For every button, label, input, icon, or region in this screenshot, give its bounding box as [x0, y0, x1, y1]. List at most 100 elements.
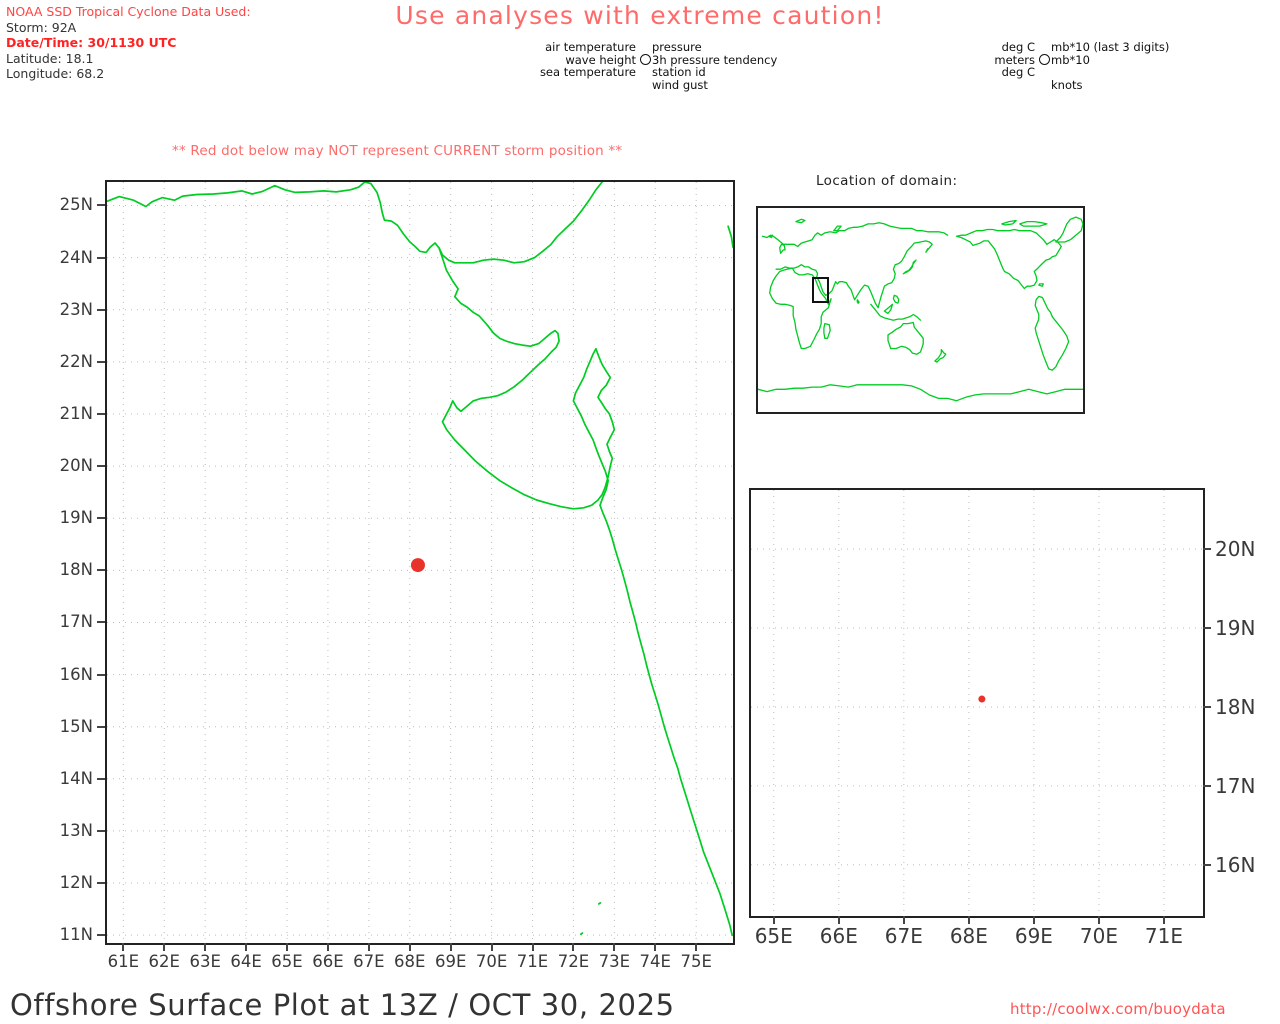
legend-row: wave height 3h pressure tendency — [524, 52, 778, 67]
world-map-canvas — [758, 216, 1083, 402]
main-map-ytick-label: 12N — [59, 873, 93, 893]
storm-latitude: Latitude: 18.1 — [6, 50, 94, 66]
legend-field-names: air temperature pressure wave height 3h … — [524, 41, 777, 91]
legend-glyph-slot — [638, 66, 652, 79]
main-map-xtick-label: 68E — [394, 952, 426, 971]
main-map-ytick — [97, 777, 105, 780]
main-map-ytick — [97, 621, 105, 624]
legend-units-row: knots — [985, 79, 1169, 92]
legend-unit-left: deg C — [1001, 65, 1035, 80]
main-map-ytick — [97, 360, 105, 363]
main-map-xtick-label: 67E — [353, 952, 385, 971]
main-map-xtick-label: 72E — [557, 952, 590, 971]
storm-datetime: Date/Time: 30/1130 UTC — [6, 35, 177, 51]
main-map-xtick-label: 75E — [680, 952, 712, 971]
noaa-source-line: NOAA SSD Tropical Cyclone Data Used: — [6, 4, 251, 19]
zoom-map-xtick-label: 67E — [884, 924, 923, 948]
legend-field-left — [524, 79, 638, 92]
main-map-xtick-label: 63E — [189, 952, 221, 971]
main-map-ytick — [97, 569, 105, 572]
legend-glyph-slot — [1037, 66, 1051, 79]
main-map-xtick-label: 74E — [639, 952, 671, 971]
main-map-ytick — [97, 204, 105, 207]
world-inset-panel — [756, 206, 1085, 414]
main-map-xtick-label: 71E — [516, 952, 549, 971]
domain-extent-box — [812, 277, 829, 303]
main-map-ytick-label: 16N — [59, 664, 93, 684]
source-url-link[interactable]: http://coolwx.com/buoydata — [1010, 1000, 1226, 1018]
main-map-ytick — [97, 465, 105, 468]
zoom-map-ytick-label: 19N — [1215, 616, 1256, 641]
legend-glyph-slot — [1037, 41, 1051, 54]
main-map-ytick — [97, 829, 105, 832]
legend-glyph-slot — [1037, 79, 1051, 92]
storm-info-block: NOAA SSD Tropical Cyclone Data Used: Sto… — [6, 4, 251, 82]
zoom-map-ytick-label: 20N — [1215, 537, 1256, 562]
station-circle-icon — [639, 53, 651, 65]
legend-field-right: 3h pressure tendency — [652, 52, 778, 67]
legend-glyph-slot — [638, 53, 652, 67]
legend-units-row: meters mb*10 — [985, 52, 1169, 67]
main-map-ytick-label: 25N — [59, 195, 93, 215]
main-map-ytick-label: 11N — [59, 925, 93, 945]
station-circle-icon — [1038, 53, 1050, 65]
legend-unit-left — [985, 79, 1037, 92]
main-map-ytick — [97, 725, 105, 728]
main-map-ytick — [97, 256, 105, 259]
legend-glyph-slot — [638, 79, 652, 92]
legend-row: sea temperature station id — [524, 66, 777, 79]
caution-headline: Use analyses with extreme caution! — [395, 1, 885, 30]
main-map-ytick-label: 15N — [59, 716, 93, 736]
main-map-ytick-label: 23N — [59, 299, 93, 319]
legend-units-row: deg C mb*10 (last 3 digits) — [985, 40, 1170, 54]
main-map-ytick-label: 17N — [59, 612, 93, 632]
legend-unit-left: deg C — [1001, 40, 1035, 54]
legend-units: deg C mb*10 (last 3 digits) meters mb*10… — [985, 41, 1169, 91]
legend-units-row: deg C — [985, 66, 1169, 79]
main-map-ytick-label: 19N — [59, 508, 93, 528]
zoom-map-panel[interactable] — [749, 488, 1205, 918]
zoom-map-xtick-label: 71E — [1144, 924, 1184, 948]
main-map-ytick — [97, 517, 105, 520]
main-map-ytick-label: 13N — [59, 820, 93, 840]
main-map-xtick-label: 66E — [312, 952, 344, 971]
zoom-map-xtick-label: 69E — [1014, 924, 1053, 948]
main-map-ytick-label: 21N — [59, 403, 93, 423]
main-map-panel[interactable] — [105, 180, 735, 945]
main-map-ytick-label: 14N — [59, 768, 93, 788]
zoom-map-canvas — [751, 490, 1203, 916]
zoom-map-xtick-label: 65E — [754, 924, 793, 948]
zoom-map-ytick-label: 18N — [1215, 694, 1256, 719]
zoom-map-xtick-label: 66E — [819, 924, 858, 948]
main-map-ytick — [97, 673, 105, 676]
zoom-map-xtick-label: 68E — [949, 924, 988, 948]
legend-unit-right: knots — [1051, 77, 1083, 92]
legend-field-left: sea temperature — [539, 65, 636, 80]
main-map-xtick-label: 62E — [148, 952, 180, 971]
main-map-xtick-label: 73E — [598, 952, 631, 971]
main-map-ytick — [97, 934, 105, 937]
legend-glyph-slot — [1037, 53, 1051, 67]
storm-longitude: Longitude: 68.2 — [6, 66, 105, 82]
main-map-ytick-label: 20N — [59, 456, 93, 476]
legend-glyph-slot — [638, 41, 652, 54]
storm-id-label: Storm: 92A — [6, 19, 77, 35]
main-map-ytick-label: 18N — [59, 560, 93, 580]
domain-inset-title: Location of domain: — [816, 173, 958, 189]
legend-unit-left: meters — [994, 52, 1035, 67]
legend-field-right: pressure — [652, 40, 702, 54]
main-map-ytick — [97, 412, 105, 415]
main-map-ytick — [97, 882, 105, 885]
main-map-canvas — [107, 182, 733, 943]
legend-field-right: wind gust — [652, 77, 708, 92]
main-map-xtick-label: 65E — [271, 952, 303, 971]
main-map-ytick-label: 22N — [59, 351, 93, 371]
red-dot-warning: ** Red dot below may NOT represent CURRE… — [172, 143, 623, 159]
zoom-map-ytick-label: 16N — [1215, 852, 1256, 877]
page-title: Offshore Surface Plot at 13Z / OCT 30, 2… — [10, 988, 675, 1022]
main-map-xtick-label: 69E — [434, 952, 467, 971]
zoom-map-ytick-label: 17N — [1215, 773, 1256, 798]
legend-row: wind gust — [524, 79, 777, 92]
legend-field-right: station id — [652, 65, 706, 80]
legend-row: air temperature pressure — [524, 41, 777, 54]
